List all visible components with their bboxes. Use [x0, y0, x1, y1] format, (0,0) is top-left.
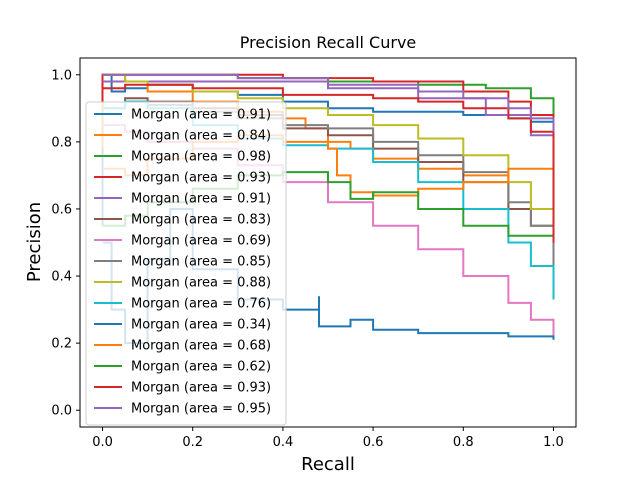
legend-entry-label: Morgan (area = 0.98): [131, 150, 271, 165]
legend-entry-label: Morgan (area = 0.88): [131, 276, 271, 291]
chart-title: Precision Recall Curve: [240, 33, 417, 52]
y-tick-label: 1.0: [51, 68, 72, 83]
legend: Morgan (area = 0.91) Morgan (area = 0.84)…: [85, 101, 287, 426]
legend-entry-label: Morgan (area = 0.95): [131, 402, 271, 417]
y-tick-label: 0.2: [51, 337, 72, 352]
plot-frame: [79, 57, 577, 428]
legend-box: [85, 101, 287, 426]
legend-entry-label: Morgan (area = 0.91): [131, 108, 271, 123]
x-tick-label: 0.8: [453, 435, 474, 450]
x-tick-label: 0.2: [182, 435, 203, 450]
y-tick-label: 0.8: [51, 135, 72, 150]
series-line-15: [102, 73, 555, 132]
x-tick-label: 0.6: [363, 435, 384, 450]
legend-entry-label: Morgan (area = 0.83): [131, 213, 271, 228]
y-tick-label: 0.0: [51, 404, 72, 419]
x-tick-label: 0.0: [92, 435, 113, 450]
legend-entry-label: Morgan (area = 0.68): [131, 339, 271, 354]
legend-entry-label: Morgan (area = 0.62): [131, 360, 271, 375]
y-tick-label: 0.6: [51, 202, 72, 217]
x-tick-label: 1.0: [543, 435, 564, 450]
x-axis-label: Recall: [301, 454, 355, 475]
legend-entry-label: Morgan (area = 0.85): [131, 255, 271, 270]
y-axis-ticks: 0.0 0.2 0.4 0.6 0.8 1.0: [51, 68, 80, 419]
y-tick-label: 0.4: [51, 270, 72, 285]
legend-entry-label: Morgan (area = 0.91): [131, 192, 271, 207]
legend-entry-label: Morgan (area = 0.76): [131, 297, 271, 312]
x-tick-label: 0.4: [273, 435, 294, 450]
legend-entry-label: Morgan (area = 0.84): [131, 129, 271, 144]
legend-entry-label: Morgan (area = 0.93): [131, 381, 271, 396]
legend-entry-label: Morgan (area = 0.34): [131, 318, 271, 333]
x-axis-ticks: 0.0 0.2 0.4 0.6 0.8 1.0: [92, 427, 564, 450]
y-axis-label: Precision: [24, 202, 45, 282]
legend-entry-label: Morgan (area = 0.93): [131, 171, 271, 186]
legend-entry-label: Morgan (area = 0.69): [131, 234, 271, 249]
